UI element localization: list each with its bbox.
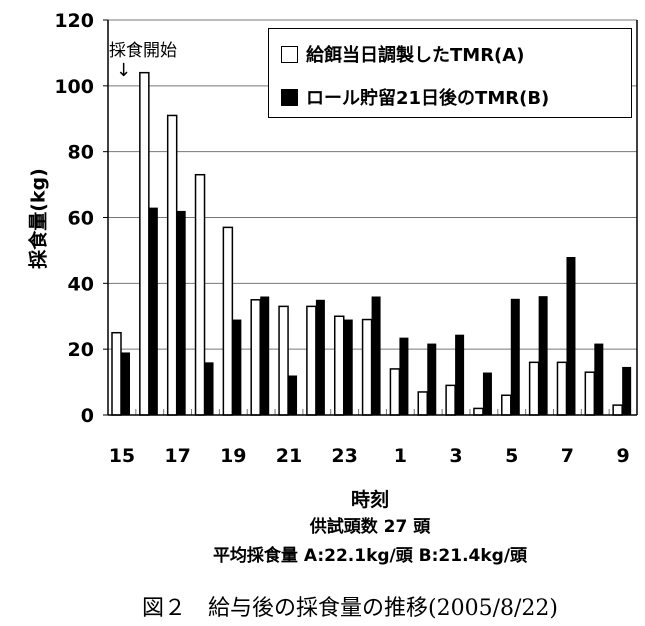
bar-b-1 <box>399 337 409 415</box>
y-tick-label: 40 <box>68 273 94 295</box>
legend-swatch-black <box>281 88 298 106</box>
bar-b-5 <box>510 298 520 415</box>
y-axis-label: 採食量(kg) <box>27 168 50 269</box>
y-tick-label: 120 <box>54 10 94 32</box>
x-tick-label: 23 <box>331 445 357 467</box>
bar-b-2 <box>427 343 437 415</box>
bar-a-22 <box>306 305 317 416</box>
bar-b-4 <box>482 372 492 415</box>
x-tick-label: 21 <box>276 445 302 467</box>
bar-b-15 <box>121 352 130 415</box>
bar-a-1 <box>389 368 401 416</box>
bar-a-21 <box>278 305 289 416</box>
x-tick-label: 3 <box>449 445 462 467</box>
bar-a-8 <box>584 371 596 416</box>
legend-label-b: ロール貯留21日後のTMR(B) <box>306 88 550 109</box>
annotation-feeding-start: 採食開始 <box>109 41 177 61</box>
bar-b-16 <box>148 207 158 415</box>
bar-b-6 <box>538 296 548 415</box>
legend-swatch-white <box>281 45 298 63</box>
bar-b-21 <box>288 375 298 415</box>
bar-b-8 <box>594 343 604 415</box>
bar-b-17 <box>176 210 186 415</box>
x-tick-label: 17 <box>164 445 190 467</box>
x-tick-label: 7 <box>561 445 574 467</box>
bar-a-4 <box>473 407 484 416</box>
y-tick-label: 0 <box>81 405 94 427</box>
legend-item-b: ロール貯留21日後のTMR(B) <box>281 84 549 110</box>
y-tick-label: 100 <box>54 76 94 98</box>
x-tick-label: 19 <box>220 445 246 467</box>
subjects-note: 供試頭数 27 頭 <box>309 517 431 537</box>
bar-b-0 <box>371 296 381 415</box>
x-tick-label: 15 <box>109 445 135 467</box>
bar-a-19 <box>222 226 234 416</box>
y-tick-label: 60 <box>68 208 94 230</box>
bar-a-15 <box>111 331 122 416</box>
bar-a-3 <box>445 384 456 416</box>
bar-a-2 <box>417 391 429 416</box>
bar-a-16 <box>139 71 150 416</box>
bar-b-3 <box>455 334 465 415</box>
bar-b-9 <box>622 366 632 415</box>
x-tick-label: 1 <box>394 445 407 467</box>
x-axis-label: 時刻 <box>350 489 389 511</box>
y-tick-label: 20 <box>68 339 94 361</box>
bar-a-20 <box>250 299 261 416</box>
bar-b-23 <box>343 319 353 415</box>
legend: 給餌当日調製したTMR(A) ロール貯留21日後のTMR(B) <box>268 28 632 118</box>
bar-b-22 <box>315 299 325 415</box>
bar-a-17 <box>166 114 178 416</box>
bar-a-23 <box>333 315 345 416</box>
bar-b-7 <box>566 257 576 415</box>
annotation-arrow: ↓ <box>116 60 132 81</box>
bar-a-18 <box>194 173 206 416</box>
bar-a-0 <box>361 318 373 416</box>
bar-b-19 <box>232 319 242 415</box>
y-tick-label: 80 <box>68 142 94 164</box>
average-note: 平均採食量 A:22.1kg/頭 B:21.4kg/頭 <box>212 546 528 566</box>
legend-item-a: 給餌当日調製したTMR(A) <box>281 41 524 67</box>
bar-a-5 <box>501 394 512 416</box>
bar-a-9 <box>612 404 623 416</box>
bar-b-20 <box>260 296 270 415</box>
x-tick-label: 5 <box>505 445 518 467</box>
bar-a-6 <box>528 361 540 416</box>
x-tick-label: 9 <box>616 445 629 467</box>
bar-a-7 <box>556 361 568 416</box>
figure-caption: 図２ 給与後の採食量の推移(2005/8/22) <box>142 596 558 621</box>
legend-label-a: 給餌当日調製したTMR(A) <box>306 45 525 66</box>
bar-b-18 <box>204 362 214 415</box>
